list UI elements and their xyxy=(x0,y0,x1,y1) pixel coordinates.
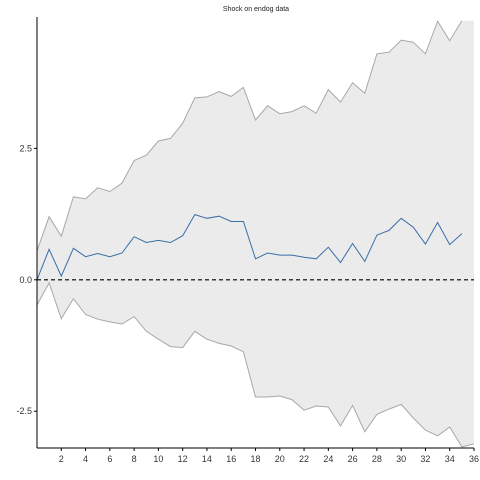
series-line-0 xyxy=(36,214,463,280)
y-tick-label: 2.5 xyxy=(19,143,32,153)
x-tick-label: 4 xyxy=(83,454,88,464)
x-tick-label: 34 xyxy=(445,454,455,464)
x-tick-label: 8 xyxy=(132,454,137,464)
x-tick-label: 18 xyxy=(250,454,260,464)
chart-title: Shock on endog data xyxy=(223,6,289,13)
x-tick-label: 12 xyxy=(178,454,188,464)
band-fill xyxy=(37,20,474,447)
confidence-band xyxy=(36,20,475,448)
y-tick-label: 0.0 xyxy=(19,275,32,285)
x-tick-label: 30 xyxy=(396,454,406,464)
x-tick-label: 14 xyxy=(202,454,212,464)
x-tick-label: 22 xyxy=(299,454,309,464)
x-tick-label: 24 xyxy=(323,454,333,464)
x-tick-label: 10 xyxy=(153,454,163,464)
band-upper-line xyxy=(36,20,463,252)
response-series xyxy=(36,214,463,280)
x-tick-label: 32 xyxy=(420,454,430,464)
x-tick-label: 36 xyxy=(469,454,479,464)
band-lower-line xyxy=(36,281,475,448)
x-tick-label: 6 xyxy=(107,454,112,464)
x-tick-label: 20 xyxy=(275,454,285,464)
y-tick-label: -2.5 xyxy=(16,406,32,416)
x-tick-label: 28 xyxy=(372,454,382,464)
x-tick-label: 26 xyxy=(348,454,358,464)
axes: -2.50.02.52 4 6 8 10 12 14 16 18 20 22 24 26 28 30 32 34… xyxy=(16,17,479,464)
x-tick-label: 2 xyxy=(59,454,64,464)
x-tick-label: 16 xyxy=(226,454,236,464)
